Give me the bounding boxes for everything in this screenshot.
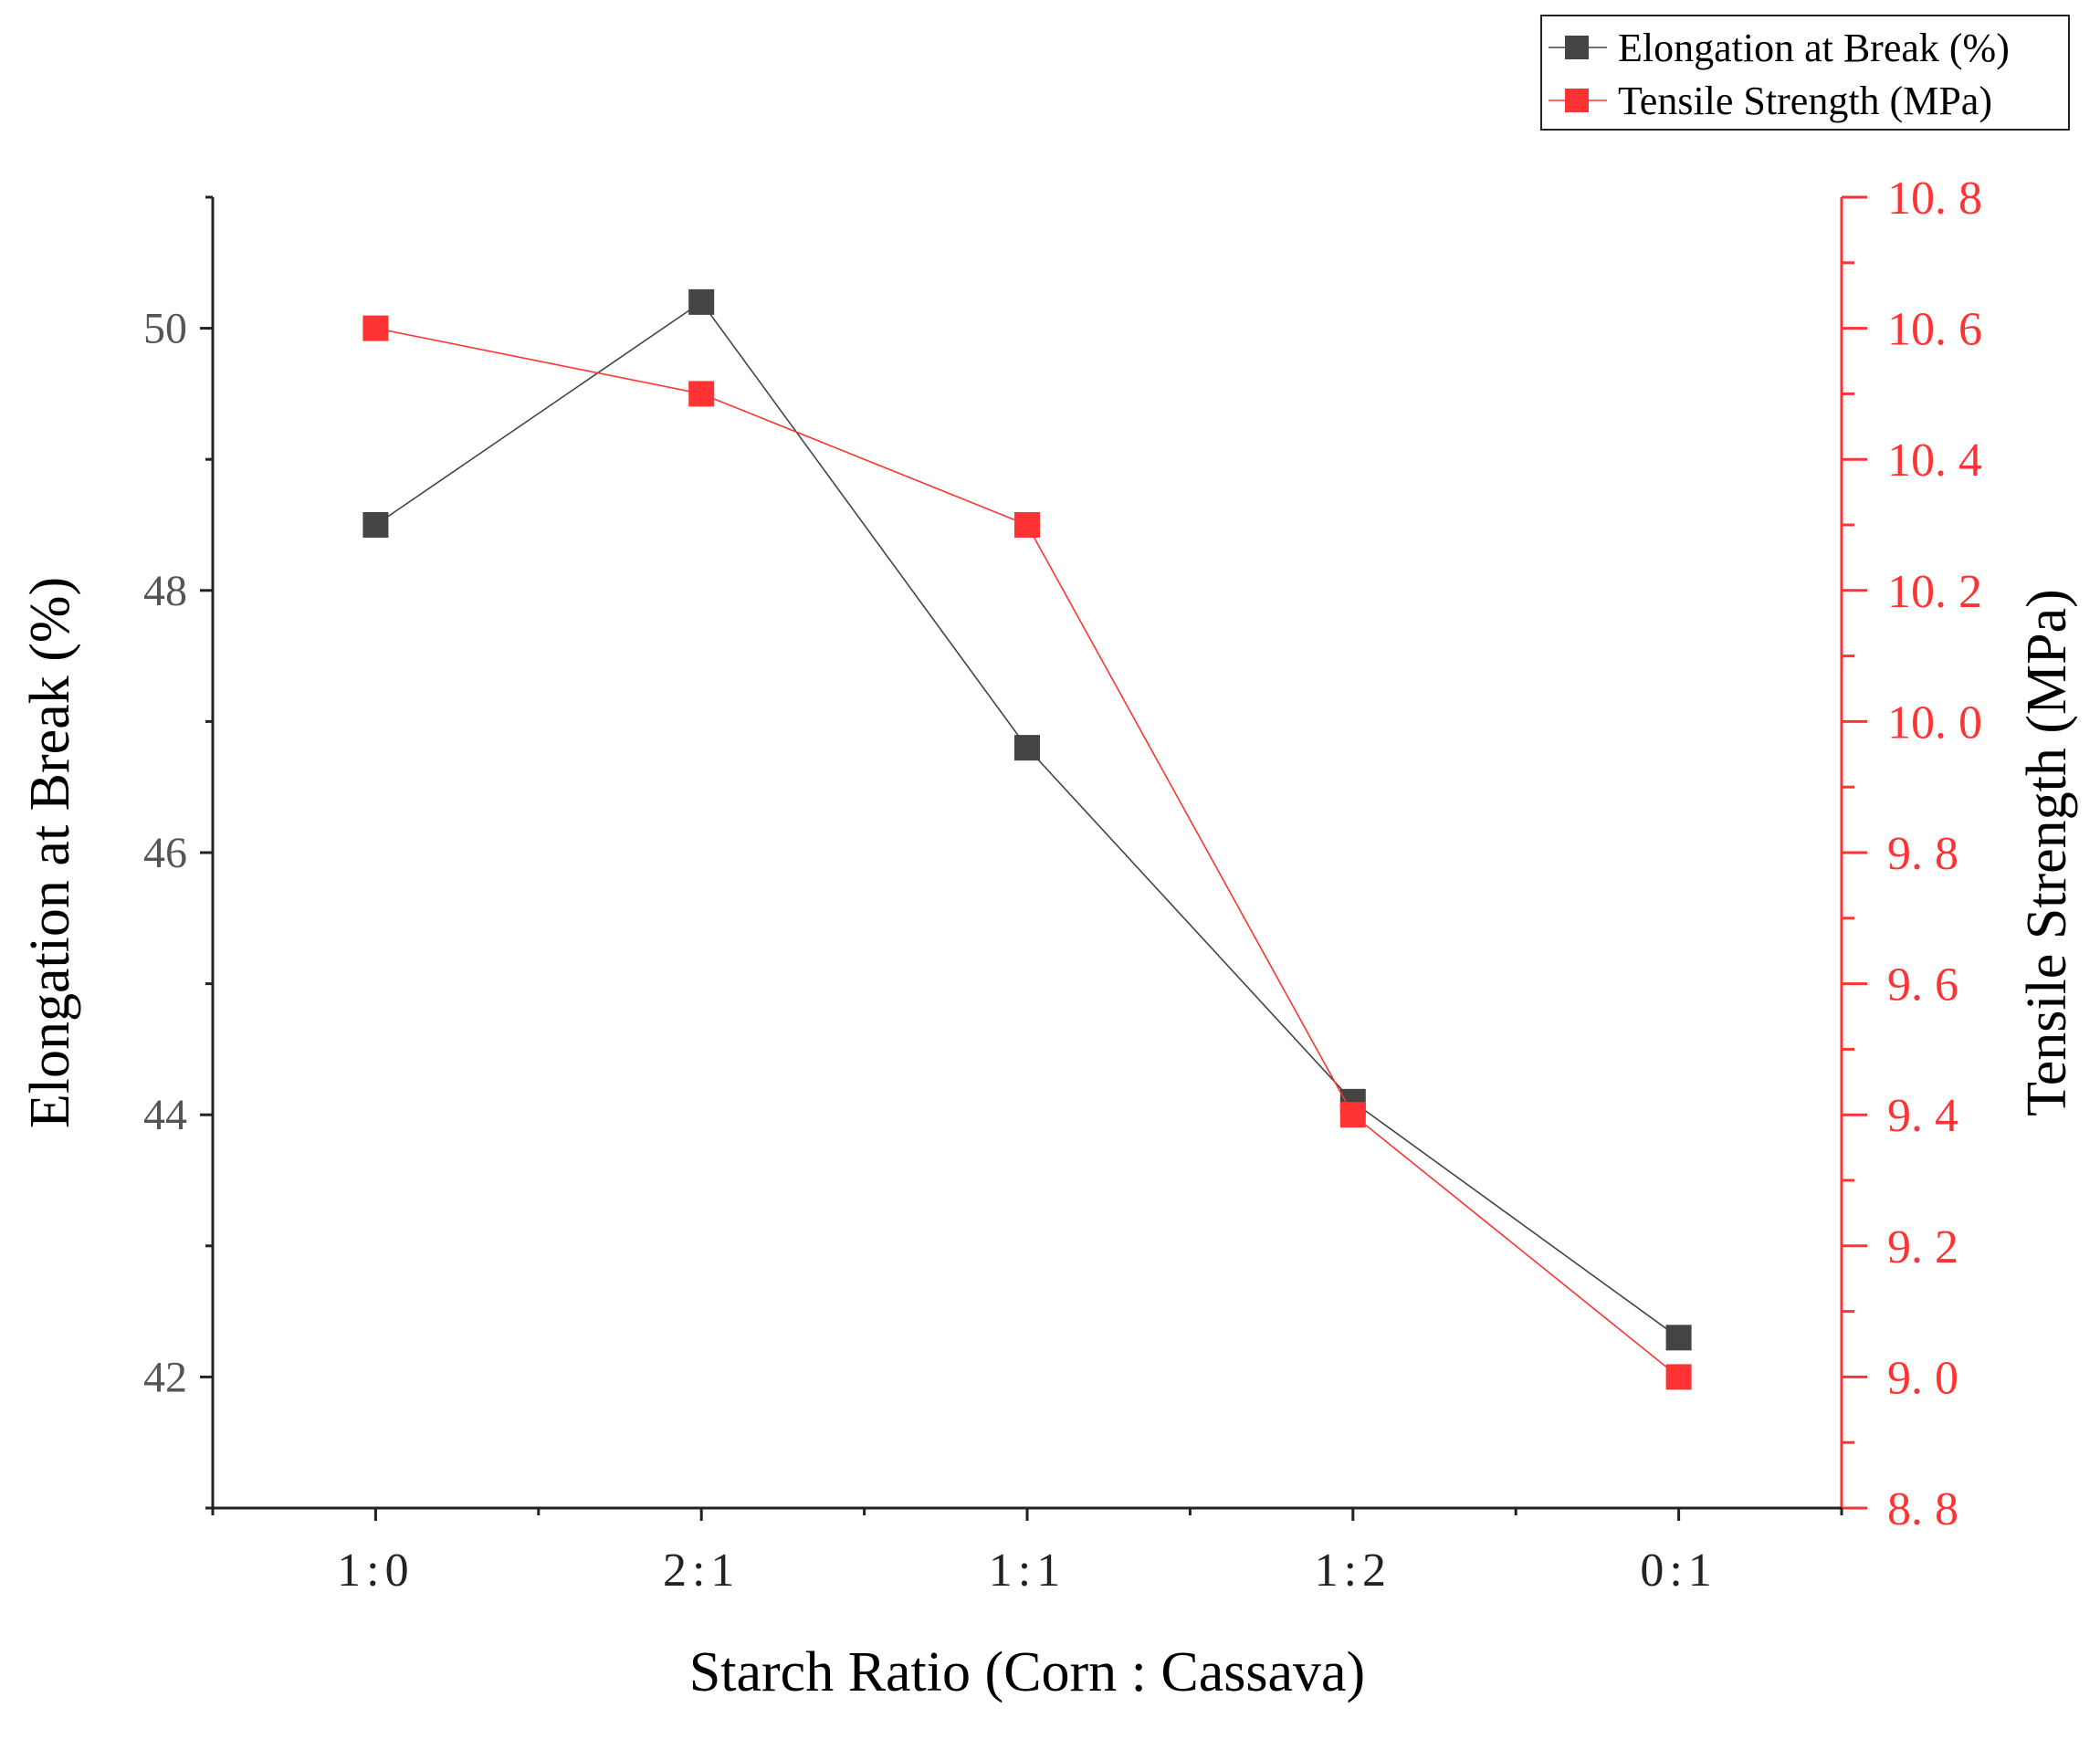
y-left-tick-label: 48 [143, 567, 187, 615]
elongation-point [362, 512, 389, 538]
x-tick-label: 1:0 [337, 1545, 414, 1597]
y-right-tick-label: 10. 8 [1887, 173, 1982, 225]
tensile-strength-point [362, 315, 389, 341]
x-axis-title: Starch Ratio (Corn : Cassava) [689, 1641, 1365, 1703]
series-line-tensile-strength [375, 327, 1680, 1378]
x-tick-label: 1:2 [1315, 1545, 1391, 1597]
tensile-strength-point [1014, 512, 1040, 538]
y-right-tick-label: 9. 2 [1887, 1221, 1958, 1273]
elongation-point [688, 288, 715, 315]
y-right-tick-label: 9. 6 [1887, 959, 1958, 1011]
y-axis-left-title: Elongation at Break (%) [19, 577, 81, 1128]
tensile-strength-point [1339, 1102, 1366, 1128]
tensile-strength-point [688, 381, 715, 407]
legend-label: Tensile Strength (MPa) [1618, 79, 1992, 123]
y-right-tick-label: 9. 0 [1887, 1352, 1958, 1404]
legend-box [1540, 15, 2070, 131]
y-left-tick-label: 50 [143, 305, 187, 353]
x-tick-label: 1:1 [989, 1545, 1066, 1597]
elongation-point [1665, 1325, 1692, 1351]
y-right-tick-label: 10. 0 [1887, 697, 1982, 749]
y-right-tick-label: 8. 8 [1887, 1483, 1958, 1535]
x-tick-label: 0:1 [1640, 1545, 1717, 1597]
tensile-strength-point [1665, 1364, 1692, 1390]
y-left-tick-label: 44 [143, 1091, 187, 1139]
y-right-tick-label: 9. 8 [1887, 828, 1958, 880]
legend-marker [1565, 89, 1589, 112]
elongation-point [1014, 735, 1040, 761]
y-right-tick-label: 10. 4 [1887, 435, 1982, 487]
y-axis-right-title: Tensile Strength (MPa) [2016, 589, 2078, 1116]
y-right-tick-label: 10. 6 [1887, 304, 1982, 356]
series-layer [362, 288, 1692, 1390]
legend-label: Elongation at Break (%) [1618, 26, 2010, 70]
y-left-tick-label: 46 [143, 829, 187, 877]
legend: Elongation at Break (%) Tensile Strength … [1540, 15, 2070, 131]
axes-layer: 42 44 46 48 50 Elongation at Break (%) 8. 8 9. … [19, 173, 2078, 1703]
x-tick-label: 2:1 [663, 1545, 740, 1597]
y-left-tick-label: 42 [143, 1353, 187, 1401]
series-line-elongation [374, 300, 1680, 1338]
y-right-tick-label: 9. 4 [1887, 1090, 1958, 1142]
y-right-tick-label: 10. 2 [1887, 566, 1982, 618]
legend-marker [1565, 36, 1589, 59]
